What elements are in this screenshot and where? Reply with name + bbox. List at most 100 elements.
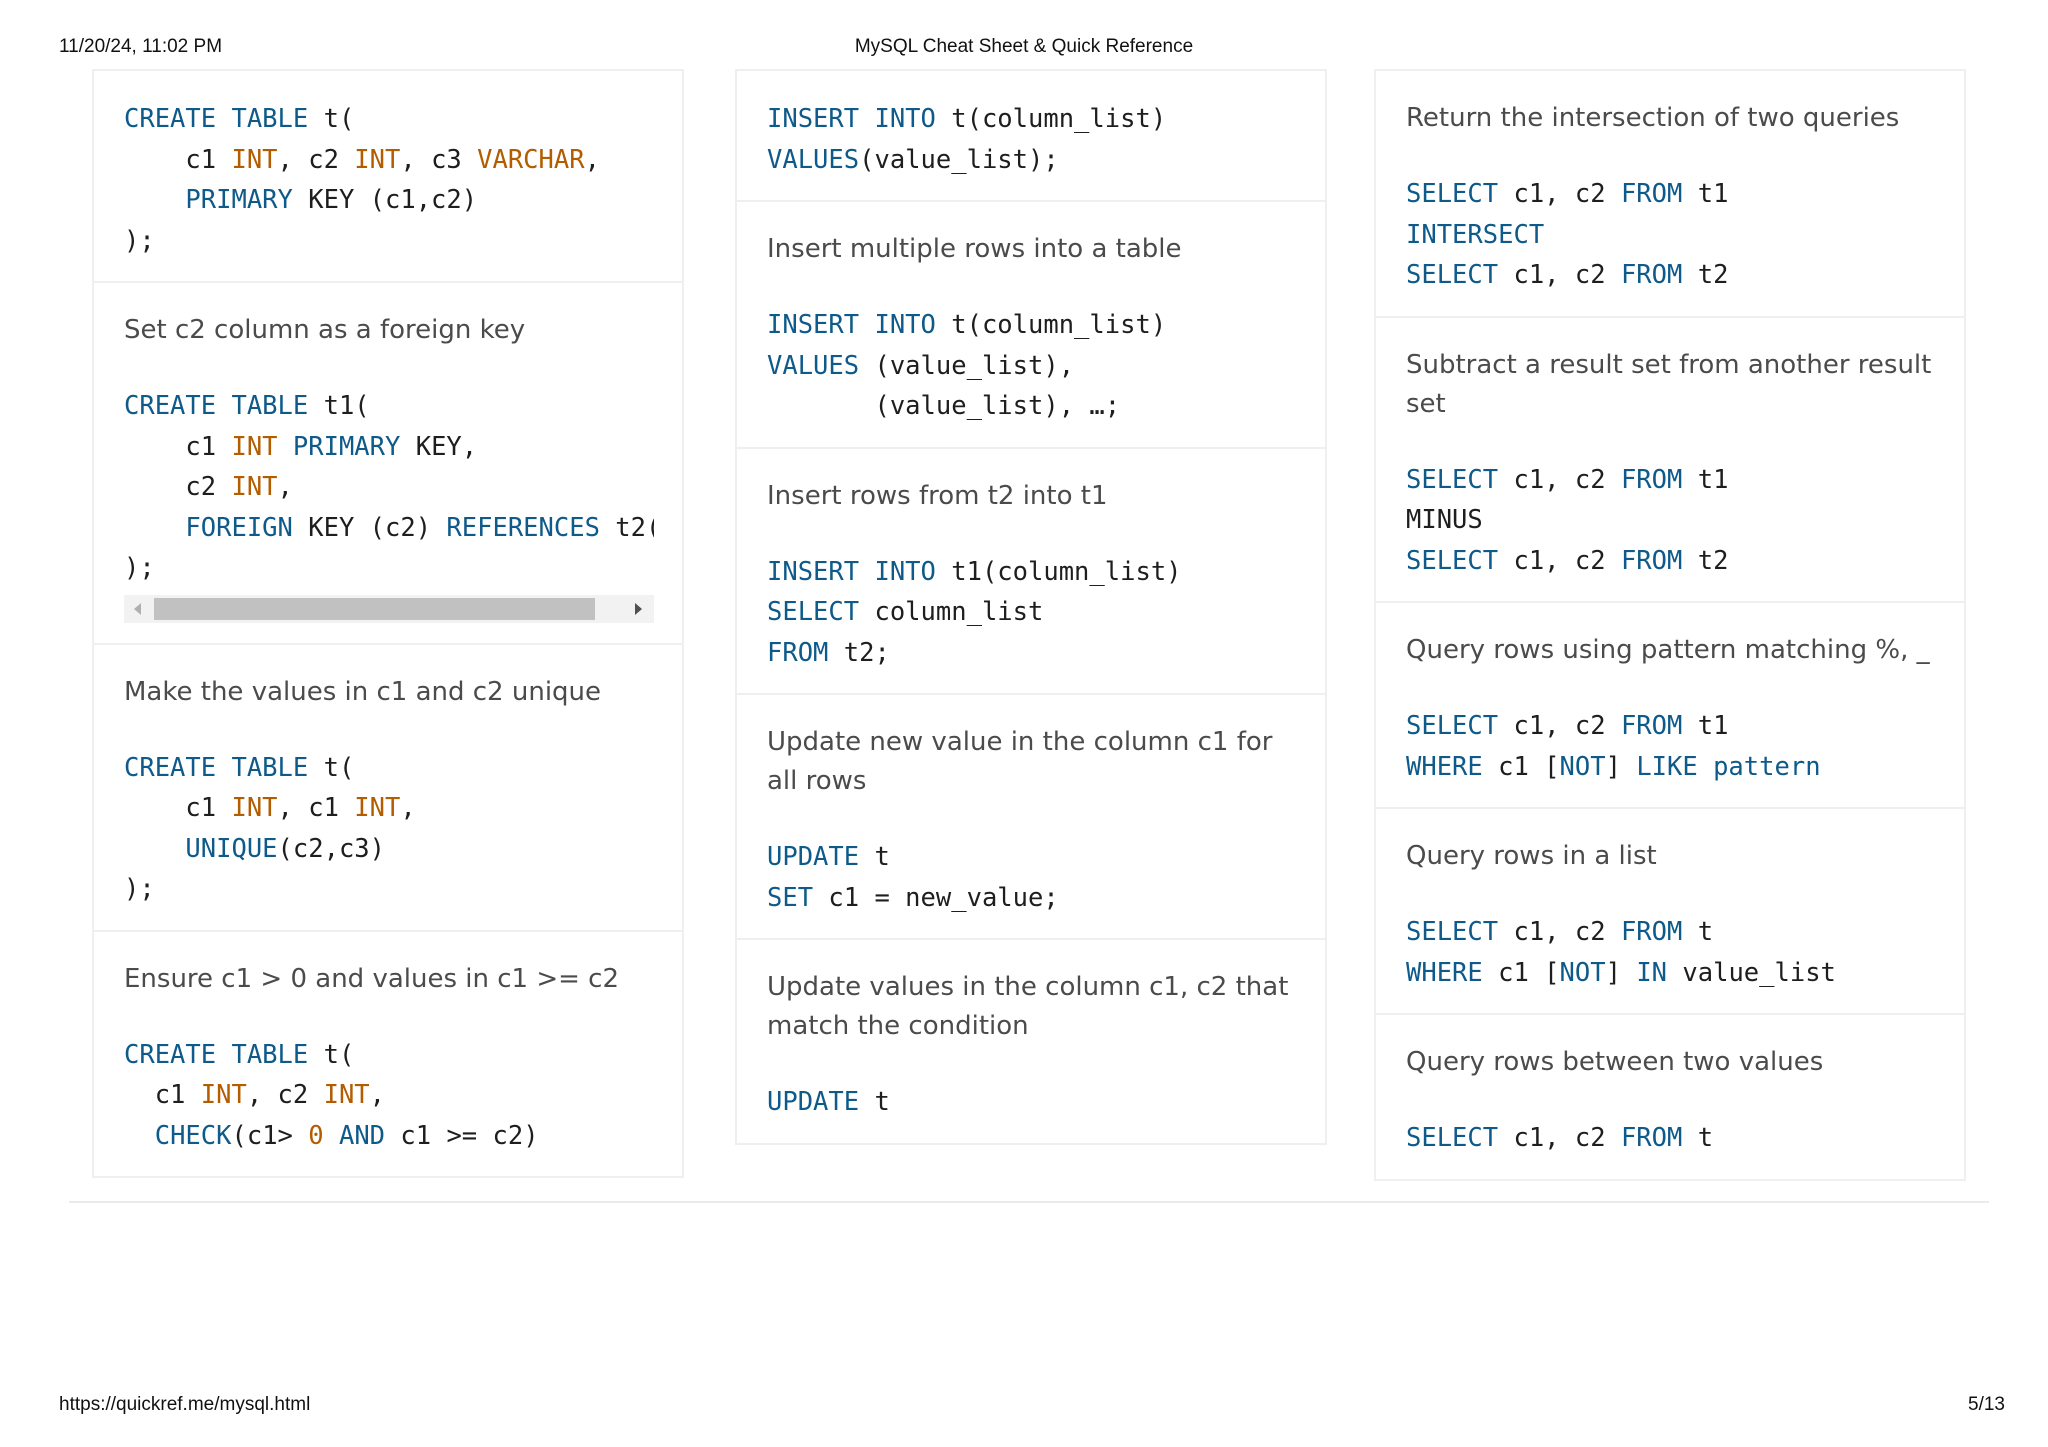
code-text: , c2 (246, 1080, 324, 1110)
card-insert-from-table: Insert rows from t2 into t1 INSERT INTO … (735, 448, 1327, 695)
code-text: c1, c2 (1498, 179, 1621, 209)
code-keyword: PRIMARY (185, 185, 293, 215)
code-text: c1 (124, 144, 232, 175)
code-text: , c2 (277, 144, 355, 175)
code-text: c1 (124, 1080, 201, 1110)
code-text: ); (124, 553, 155, 583)
code-text: t (1682, 1123, 1714, 1153)
scrollbar-thumb[interactable] (154, 597, 595, 620)
horizontal-scrollbar[interactable] (124, 594, 654, 623)
code-text: value_list (1667, 957, 1836, 988)
cheatsheet-viewport[interactable]: CREATE TABLE t( c1 INT, c2 INT, c3 VARCH… (69, 69, 1989, 1203)
card-update-all-rows: Update new value in the column c1 for al… (735, 695, 1327, 940)
code-block: CREATE TABLE t( c1 INT, c1 INT, UNIQUE(c… (124, 748, 654, 910)
scroll-left-arrow-icon[interactable] (134, 602, 141, 615)
code-type: INT (231, 431, 278, 462)
code-text: t2(c (615, 512, 654, 543)
code-text: c1, c2 (1498, 917, 1621, 947)
print-title: MySQL Cheat Sheet & Quick Reference (854, 36, 1194, 57)
card-description: Update values in the column c1, c2 that … (767, 972, 1289, 1041)
code-text (124, 513, 185, 543)
code-text: t2 (1682, 545, 1729, 576)
code-keyword: INSERT INTO (767, 310, 936, 340)
card-foreign-key: Set c2 column as a foreign key CREATE TA… (92, 283, 684, 645)
code-keyword: VALUES (767, 350, 860, 381)
card-create-table-primary-key: CREATE TABLE t( c1 INT, c2 INT, c3 VARCH… (92, 69, 684, 283)
code-block: CREATE TABLE t1( c1 INT PRIMARY KEY, c2 … (124, 386, 654, 589)
code-text: c1 = new_value; (813, 882, 1059, 913)
code-type: INT (200, 1080, 247, 1110)
code-text: t1 (1682, 464, 1729, 495)
code-text: (c1> (231, 1120, 309, 1151)
code-text: t1 (1682, 711, 1729, 741)
code-type: INT (354, 144, 401, 175)
code-text: t(column_list) (935, 104, 1167, 134)
code-text: ); (124, 874, 155, 904)
code-keyword: WHERE (1406, 957, 1483, 988)
code-keyword: WHERE (1406, 751, 1483, 782)
code-keyword: SELECT (1406, 260, 1499, 290)
code-text: c1 (124, 793, 232, 823)
code-text: MINUS (1406, 505, 1483, 535)
code-keyword: CREATE TABLE (124, 104, 309, 134)
card-minus: Subtract a result set from another resul… (1374, 317, 1966, 603)
card-description: Insert rows from t2 into t1 (767, 480, 1108, 511)
code-text: c1 [ (1482, 751, 1560, 782)
card-description: Query rows between two values (1406, 1047, 1824, 1077)
card-description: Ensure c1 > 0 and values in c1 >= c2 (124, 963, 620, 994)
code-keyword: INSERT INTO (767, 556, 936, 587)
code-text: t (1682, 917, 1714, 947)
code-keyword: SELECT (1406, 545, 1499, 576)
print-date: 11/20/24, 11:02 PM (59, 36, 223, 57)
card-description: Subtract a result set from another resul… (1406, 349, 1932, 419)
card-description: Set c2 column as a foreign key (124, 315, 526, 345)
code-text (124, 834, 185, 864)
code-keyword: VALUES (767, 144, 860, 175)
code-text: t1( (308, 391, 370, 421)
code-keyword: SET (767, 882, 814, 913)
code-block: SELECT c1, c2 FROM t1 MINUS SELECT c1, c… (1406, 460, 1936, 582)
code-text: t(column_list) (935, 310, 1167, 340)
code-text: , (277, 472, 293, 502)
code-keyword: CREATE TABLE (124, 391, 309, 421)
code-text: column_list (859, 597, 1044, 627)
code-block: SELECT c1, c2 FROM t WHERE c1 [NOT] IN v… (1406, 912, 1936, 993)
code-type: INT (323, 1080, 370, 1110)
code-keyword: UPDATE (767, 1087, 860, 1117)
code-keyword: SELECT (767, 597, 860, 627)
code-text: t (859, 842, 890, 872)
code-keyword: INTERSECT (1406, 219, 1545, 250)
code-text: c1 (124, 431, 232, 462)
code-block: UPDATE t (767, 1082, 1297, 1123)
code-block: SELECT c1, c2 FROM t (1406, 1118, 1936, 1159)
card-description: Insert multiple rows into a table (767, 234, 1182, 264)
card-intersect: Return the intersection of two queries S… (1374, 69, 1966, 318)
code-text: , c3 (400, 144, 478, 175)
code-block: INSERT INTO t(column_list) VALUES (value… (767, 305, 1297, 427)
card-description: Return the intersection of two queries (1406, 103, 1900, 133)
code-text: c1, c2 (1498, 711, 1621, 741)
card-in-list: Query rows in a list SELECT c1, c2 FROM … (1374, 809, 1966, 1015)
code-keyword: FROM (1620, 1123, 1683, 1153)
code-keyword: FROM (1620, 917, 1683, 947)
code-text: t( (308, 1039, 355, 1070)
code-text: (value_list), …; (767, 391, 1121, 421)
code-keyword: SELECT (1406, 464, 1499, 495)
code-keyword: FROM (1620, 545, 1683, 576)
code-text (124, 1121, 155, 1151)
card-insert-row: INSERT INTO t(column_list) VALUES(value_… (735, 69, 1327, 202)
code-keyword: CREATE TABLE (124, 1039, 309, 1070)
card-like-pattern: Query rows using pattern matching %, _ S… (1374, 603, 1966, 809)
print-page-number: 5/13 (1968, 1394, 2005, 1415)
code-block: INSERT INTO t(column_list) VALUES(value_… (767, 99, 1297, 180)
code-number: 0 (308, 1120, 324, 1151)
code-block: UPDATE t SET c1 = new_value; (767, 837, 1297, 918)
code-text: c1 [ (1482, 957, 1560, 988)
code-text: (value_list), (859, 350, 1075, 381)
code-text (324, 1121, 339, 1151)
code-text: ] (1605, 751, 1637, 782)
card-description: Update new value in the column c1 for al… (767, 727, 1273, 796)
code-keyword: FROM (1620, 464, 1683, 495)
scroll-right-arrow-icon[interactable] (635, 602, 642, 615)
code-text (124, 185, 185, 215)
